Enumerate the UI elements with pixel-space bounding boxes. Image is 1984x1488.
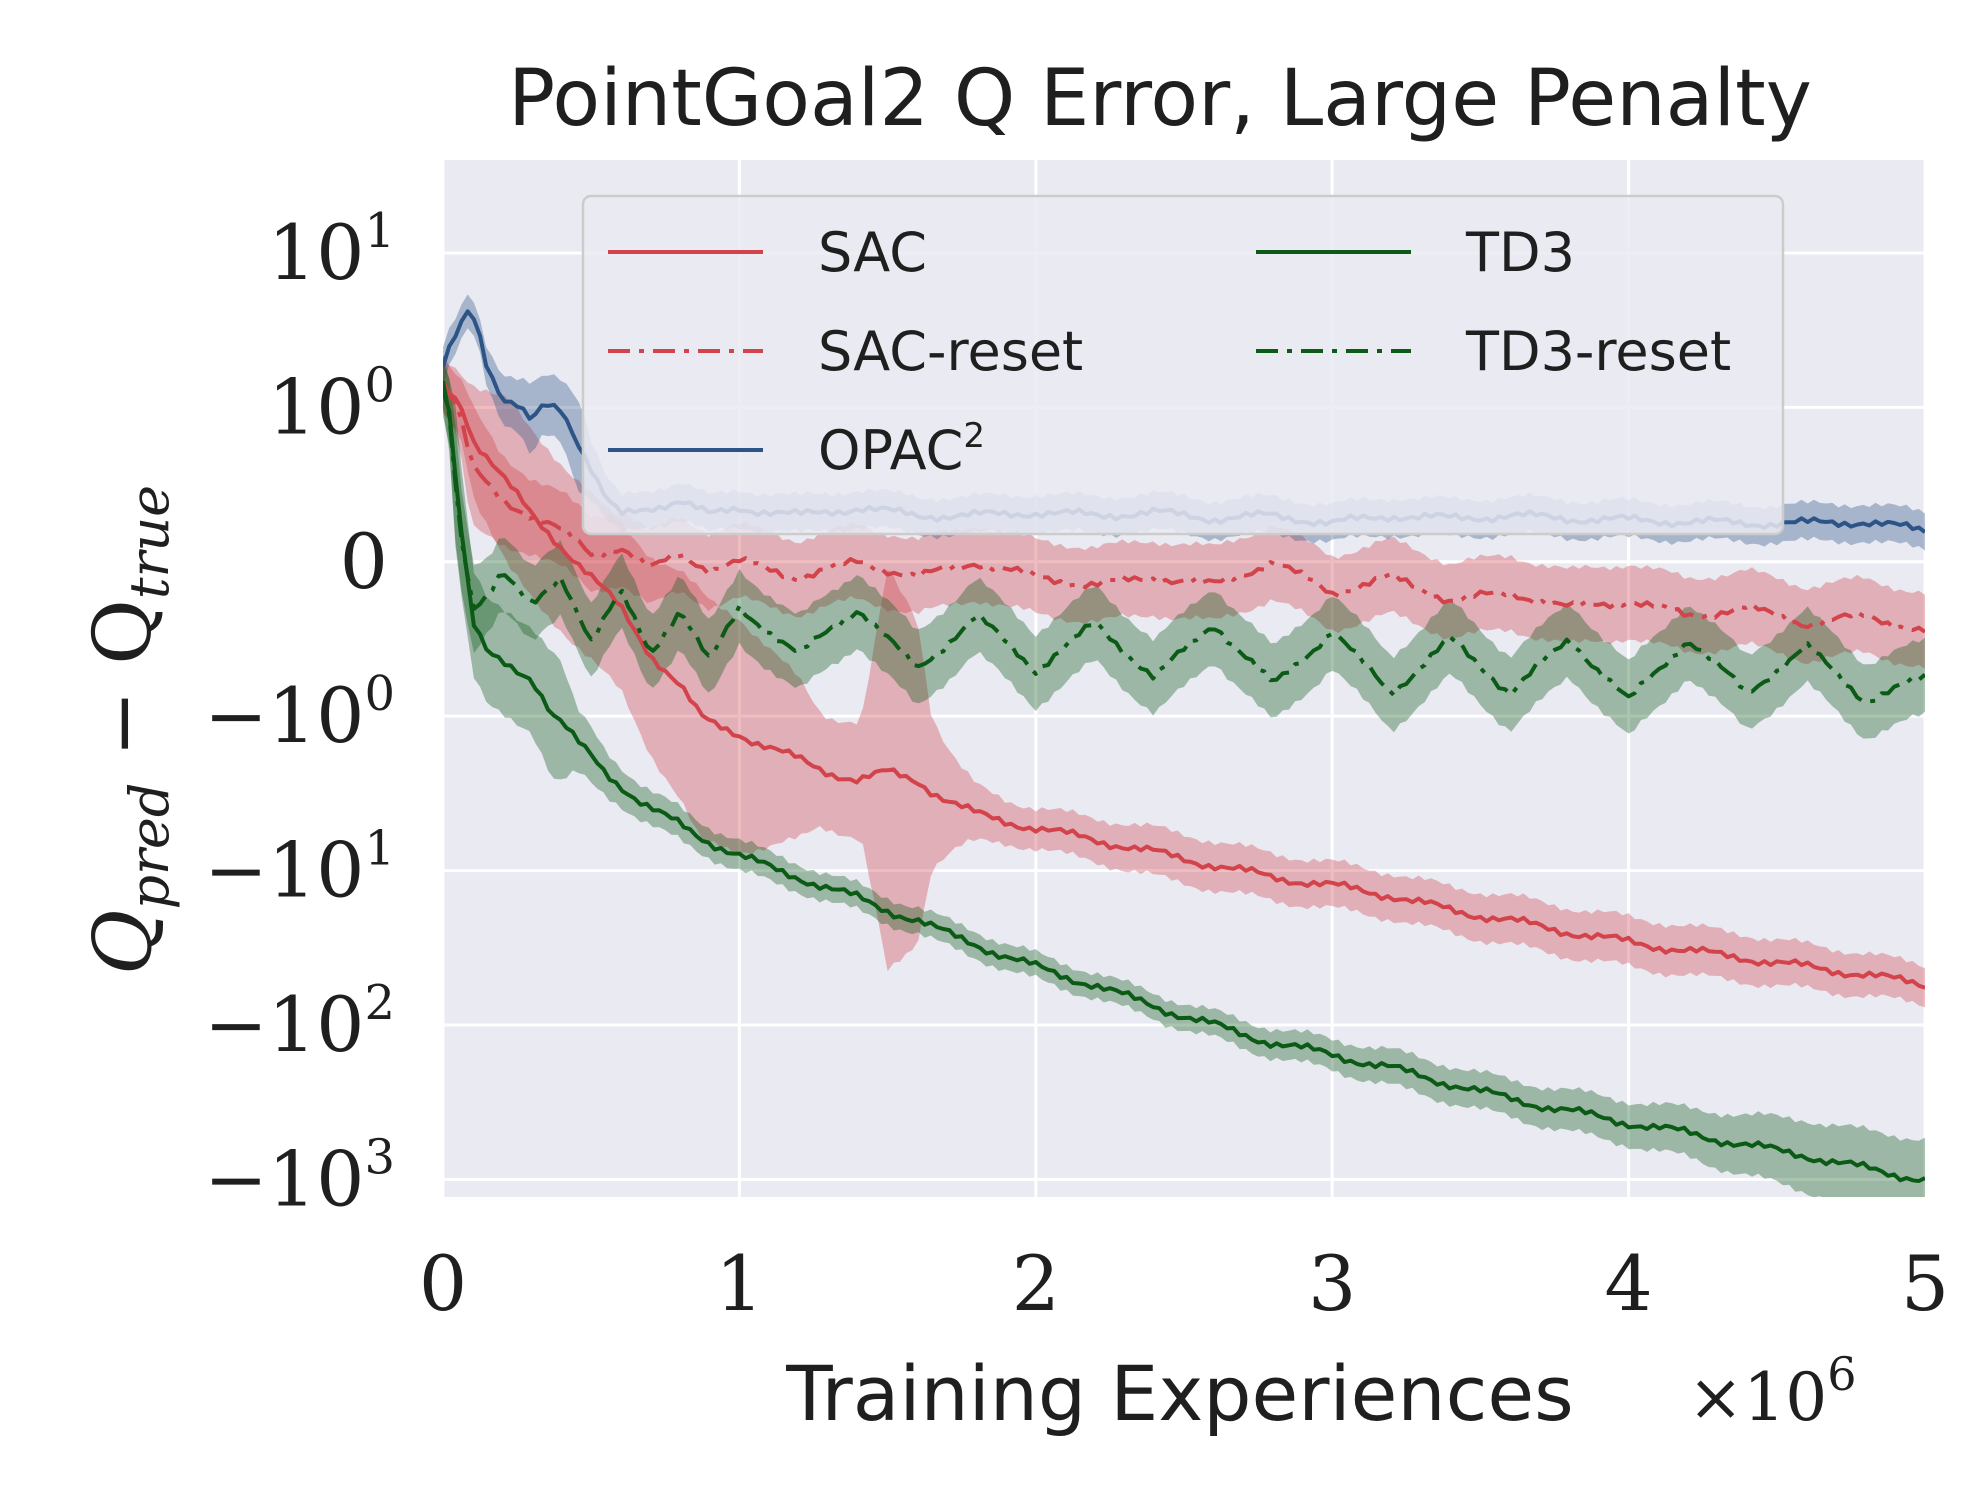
y-tick-exponent: 3 bbox=[364, 1129, 395, 1185]
y-tick-label: 0 bbox=[340, 517, 388, 606]
x-axis-ticks: 0 1 2 3 4 5 bbox=[419, 1239, 1949, 1328]
y-label-sub-true: true bbox=[118, 485, 181, 599]
y-tick-exponent: 2 bbox=[364, 975, 395, 1031]
band-sac bbox=[443, 355, 1925, 1008]
y-tick-label: 100 bbox=[268, 357, 395, 451]
band-td3-reset bbox=[443, 354, 1925, 739]
y-tick-exponent: 0 bbox=[364, 357, 395, 413]
chart-title: PointGoal2 Q Error, Large Penalty bbox=[508, 54, 1812, 144]
y-tick-exponent: 1 bbox=[364, 203, 395, 259]
band-td3 bbox=[443, 363, 1925, 1197]
y-tick-exponent: 1 bbox=[364, 821, 395, 877]
x-tick-label: 1 bbox=[715, 1239, 763, 1328]
x-axis-scale-base: ×10 bbox=[1688, 1359, 1827, 1436]
y-label-sub-pred: pred bbox=[118, 783, 181, 910]
legend-label-opac-: OPAC2 bbox=[818, 416, 985, 482]
line-td3-reset bbox=[443, 380, 1925, 704]
y-tick-base: −10 bbox=[204, 980, 364, 1069]
line-td3 bbox=[443, 389, 1925, 1183]
line-sac-reset bbox=[443, 384, 1925, 634]
x-tick-label: 5 bbox=[1901, 1239, 1949, 1328]
y-tick-base: 10 bbox=[268, 208, 365, 297]
x-axis-scale-label: ×106 bbox=[1688, 1347, 1857, 1436]
x-tick-label: 2 bbox=[1012, 1239, 1060, 1328]
y-label-q1: Q bbox=[76, 910, 169, 976]
legend-label-sac-reset: SAC-reset bbox=[818, 320, 1083, 383]
y-tick-base: −10 bbox=[204, 671, 364, 760]
x-tick-label: 3 bbox=[1308, 1239, 1356, 1328]
legend-label-base: OPAC bbox=[818, 419, 963, 482]
band-sac-reset bbox=[443, 358, 1925, 669]
y-tick-label: −101 bbox=[204, 821, 395, 915]
x-axis-label: Training Experiences bbox=[785, 1349, 1573, 1438]
y-tick-base: −10 bbox=[204, 826, 364, 915]
y-tick-base: 0 bbox=[340, 517, 388, 606]
y-axis-label: Qpred − Qtrue bbox=[76, 485, 181, 975]
y-tick-label: 101 bbox=[268, 203, 395, 297]
legend-label-td3: TD3 bbox=[1465, 221, 1575, 284]
x-axis-scale-exponent: 6 bbox=[1827, 1347, 1856, 1401]
y-tick-exponent: 0 bbox=[364, 666, 395, 722]
legend: SAC SAC-reset OPAC2 TD3 TD3-reset bbox=[581, 194, 1785, 536]
y-tick-base: −10 bbox=[204, 1134, 364, 1223]
legend-label-superscript: 2 bbox=[963, 416, 985, 456]
x-tick-label: 4 bbox=[1604, 1239, 1652, 1328]
y-tick-label: −103 bbox=[204, 1129, 395, 1223]
x-tick-label: 0 bbox=[419, 1239, 467, 1328]
y-tick-label: −102 bbox=[204, 975, 395, 1069]
y-tick-base: 10 bbox=[268, 362, 365, 451]
y-tick-label: −100 bbox=[204, 666, 395, 760]
line-sac bbox=[443, 380, 1925, 990]
y-label-minus-q2: − Q bbox=[76, 599, 169, 782]
legend-box bbox=[581, 194, 1785, 536]
legend-label-sac: SAC bbox=[818, 221, 927, 284]
legend-label-td3-reset: TD3-reset bbox=[1465, 320, 1731, 383]
